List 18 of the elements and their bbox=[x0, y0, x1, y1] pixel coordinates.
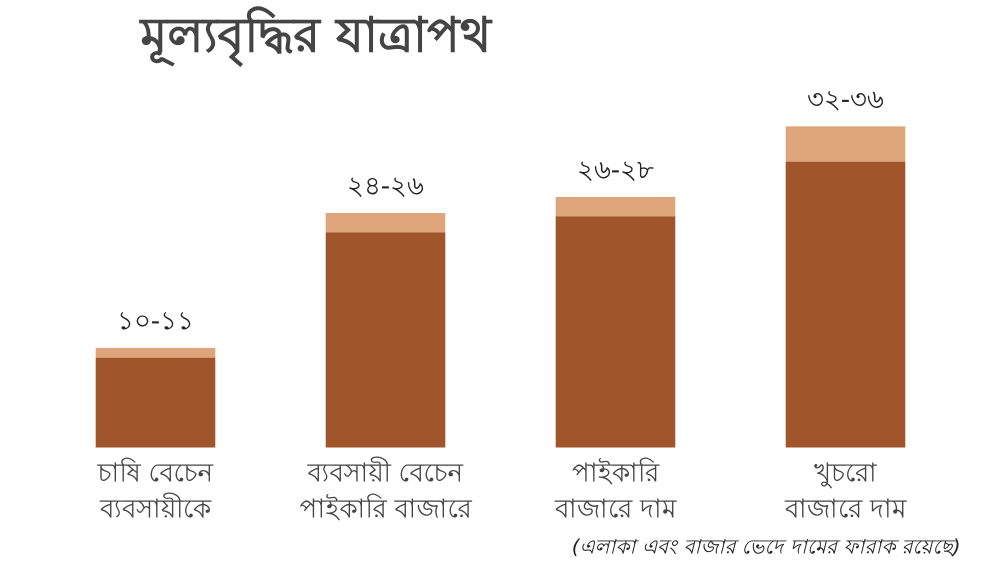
text: (এলাকা এবং বাজার ভেদে দামের ফারাক রয়েছে) bbox=[572, 534, 960, 558]
total-label: ২৪-২৬ bbox=[346, 172, 424, 202]
x-tick-label: চাষি বেচেন ব্যবসায়ীকে bbox=[96, 458, 214, 524]
bar bbox=[326, 232, 446, 448]
chart-title: মূল্যবৃদ্ধির যাত্রাপথ bbox=[138, 6, 494, 68]
total-label: ৩২-৩৬ bbox=[806, 84, 884, 115]
x-tick-label: খুচরো বাজারে দাম bbox=[784, 458, 908, 524]
bar bbox=[556, 196, 676, 216]
bar bbox=[326, 213, 446, 232]
bar bbox=[786, 162, 906, 448]
bar bbox=[556, 216, 676, 448]
x-tick-label: পাইকারি বাজারে দাম bbox=[554, 458, 678, 524]
bar bbox=[96, 348, 216, 358]
bar bbox=[786, 126, 906, 162]
x-tick-label: ব্যবসায়ী বেচেন পাইকারি বাজারে bbox=[299, 456, 473, 524]
total-label: ১০-১১ bbox=[116, 306, 194, 337]
total-label: ২৬-২৮ bbox=[576, 156, 654, 186]
bar bbox=[96, 358, 216, 448]
